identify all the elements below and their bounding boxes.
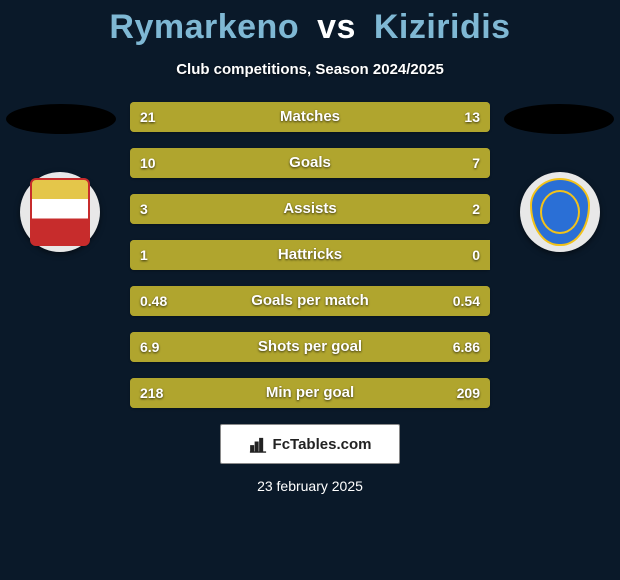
club-badge-left [20,172,100,252]
title-player1: Rymarkeno [109,8,299,46]
stat-value-left: 10 [140,148,156,178]
stat-value-left: 1 [140,240,148,270]
stat-row: Hattricks1 0 [130,240,490,270]
stat-value-left: 21 [140,102,156,132]
title-player2: Kiziridis [374,8,511,46]
stat-value-right: 13 [464,102,480,132]
stat-value-right: 0 [472,240,480,270]
stat-label: Goals per match [130,286,490,316]
club-badge-right-inner [530,178,590,246]
stat-label: Assists [130,194,490,224]
stat-value-right: 7 [472,148,480,178]
stat-value-right: 209 [457,378,480,408]
stat-label: Hattricks [130,240,490,270]
club-badge-right [520,172,600,252]
stat-label: Goals [130,148,490,178]
stat-value-left: 6.9 [140,332,159,362]
footer-date: 23 february 2025 [0,478,620,494]
comparison-container: Matches2113Goals107Assists32Hattricks10G… [0,102,620,408]
avatar-shadow-left [6,104,116,134]
stat-value-right: 2 [472,194,480,224]
stat-value-right: 6.86 [453,332,480,362]
club-badge-left-inner [30,178,90,246]
stat-label: Min per goal [130,378,490,408]
chart-icon [249,435,267,453]
page-title: Rymarkeno vs Kiziridis [0,0,620,47]
title-vs: vs [317,8,356,46]
stat-row: Goals10 7 [130,148,490,178]
stat-value-right: 0.54 [453,286,480,316]
stat-rows: Matches2113Goals107Assists32Hattricks10G… [130,102,490,408]
footer-logo-text: FcTables.com [273,436,372,453]
stat-value-left: 3 [140,194,148,224]
stat-label: Matches [130,102,490,132]
stat-row: Min per goal218 209 [130,378,490,408]
footer-logo[interactable]: FcTables.com [220,424,400,464]
stat-row: Shots per goal6.9 6.86 [130,332,490,362]
subtitle: Club competitions, Season 2024/2025 [0,61,620,78]
stat-value-left: 218 [140,378,163,408]
stat-row: Assists3 2 [130,194,490,224]
stat-value-left: 0.48 [140,286,167,316]
stat-row: Matches21 13 [130,102,490,132]
stat-row: Goals per match0.48 0.54 [130,286,490,316]
avatar-shadow-right [504,104,614,134]
stat-label: Shots per goal [130,332,490,362]
